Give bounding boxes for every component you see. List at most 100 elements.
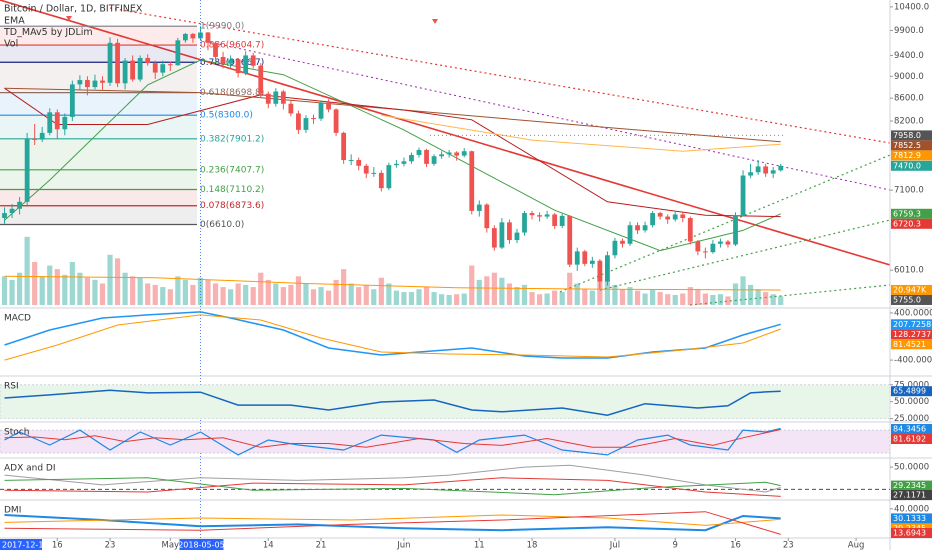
x-tick-label: 9 (673, 541, 678, 550)
volume-bar (732, 283, 739, 305)
candle-body (115, 42, 120, 84)
volume-bar (439, 294, 445, 305)
value-tag-label: 6720.3 (893, 219, 921, 228)
volume-bar (770, 294, 776, 305)
volume-bar (54, 269, 60, 305)
volume-bar (62, 274, 68, 305)
volume-bar (167, 289, 173, 305)
y-tick-label: 9000.0 (894, 72, 924, 82)
volume-bar (130, 276, 136, 305)
value-tag (891, 528, 932, 538)
volume-bar (574, 283, 580, 305)
panel (0, 464, 890, 497)
candle-body (484, 204, 490, 229)
fib-band (0, 92, 197, 116)
panel (4, 511, 781, 535)
volume-bar (318, 287, 324, 305)
fib-label: 1(9990.0) (200, 22, 244, 32)
candle-body (145, 57, 151, 64)
moving-average (4, 87, 781, 218)
value-tag (891, 319, 932, 330)
volume-bar (778, 296, 784, 305)
volume-bar (725, 296, 731, 305)
candle-body (597, 260, 603, 282)
candle-body (235, 59, 241, 74)
candle-body (356, 160, 362, 166)
volume-bar (589, 290, 595, 305)
x-tick-label: May (162, 541, 180, 550)
candle-body (220, 56, 226, 64)
fib-label: 0.886(9604.7) (200, 41, 264, 51)
candle-body (198, 32, 203, 39)
cursor-date-label: 2018-05-05 (178, 541, 225, 550)
volume-bar (190, 284, 196, 305)
candle-body (39, 132, 45, 140)
candle-body (770, 170, 776, 174)
signal-marker (66, 16, 72, 21)
volume-bar (642, 293, 648, 305)
candle-body (695, 241, 701, 252)
volume-bar (627, 287, 633, 305)
y-tick-label: 400.0000 (894, 308, 932, 318)
volume-bar (619, 289, 626, 305)
candle-body (318, 102, 324, 119)
volume-bar (122, 272, 128, 305)
volume-bar (710, 294, 716, 305)
volume-bar (386, 283, 392, 305)
candle-body (507, 222, 512, 241)
volume-bar (175, 276, 181, 305)
volume-bar (740, 276, 746, 305)
volume-bar (325, 290, 332, 305)
candle-body (17, 201, 22, 209)
candle-body (386, 165, 392, 189)
volume-bar (228, 289, 234, 305)
candle-body (620, 240, 625, 244)
volume-bar (280, 287, 286, 305)
y-tick-label: 9400.0 (894, 51, 924, 61)
candle-body (341, 132, 347, 161)
panel (0, 427, 890, 456)
trend-line (109, 7, 891, 144)
value-tag-label: 5755.0 (893, 295, 921, 304)
legend-item: TD_MAv5 by JDLim (3, 27, 93, 38)
value-tag (891, 386, 932, 397)
volume-bar (763, 292, 769, 305)
volume-bar (47, 265, 53, 305)
value-tag (891, 480, 932, 491)
candle-body (371, 172, 377, 174)
value-tag (891, 150, 932, 161)
value-tag (891, 490, 932, 500)
volume-bar (461, 293, 467, 305)
candle-body (424, 149, 429, 164)
fib-band (0, 26, 197, 46)
value-tag (891, 218, 932, 229)
volume-bar (484, 276, 490, 305)
volume-bar (499, 277, 505, 305)
candle-body (54, 112, 60, 130)
candle-body (92, 80, 98, 88)
volume-bar (107, 254, 113, 305)
panel (0, 384, 890, 419)
value-tag-label: 81.6192 (893, 435, 926, 444)
candle-body (273, 91, 279, 104)
candle-body (152, 63, 158, 73)
y-tick-label: 8600.0 (894, 94, 924, 104)
candle-body (552, 214, 558, 226)
candle-body (296, 113, 301, 130)
y-tick-label: 25.0000 (894, 414, 929, 424)
y-tick-label: 10400.0 (894, 2, 929, 12)
candle-body (311, 118, 316, 120)
value-tag (891, 208, 932, 219)
volume-bar (446, 294, 452, 305)
candle-body (85, 80, 90, 88)
candle-body (416, 149, 422, 155)
chart-title: Bitcoin / Dollar, 1D, BITFINEX (4, 4, 143, 15)
volume-bar (408, 292, 415, 305)
volume-bar (1, 276, 8, 305)
candle-body (175, 40, 181, 66)
value-tag-label: 7470.0 (893, 161, 921, 170)
value-tag (891, 339, 932, 350)
volume-bar (273, 283, 279, 305)
candle-body (24, 138, 30, 202)
